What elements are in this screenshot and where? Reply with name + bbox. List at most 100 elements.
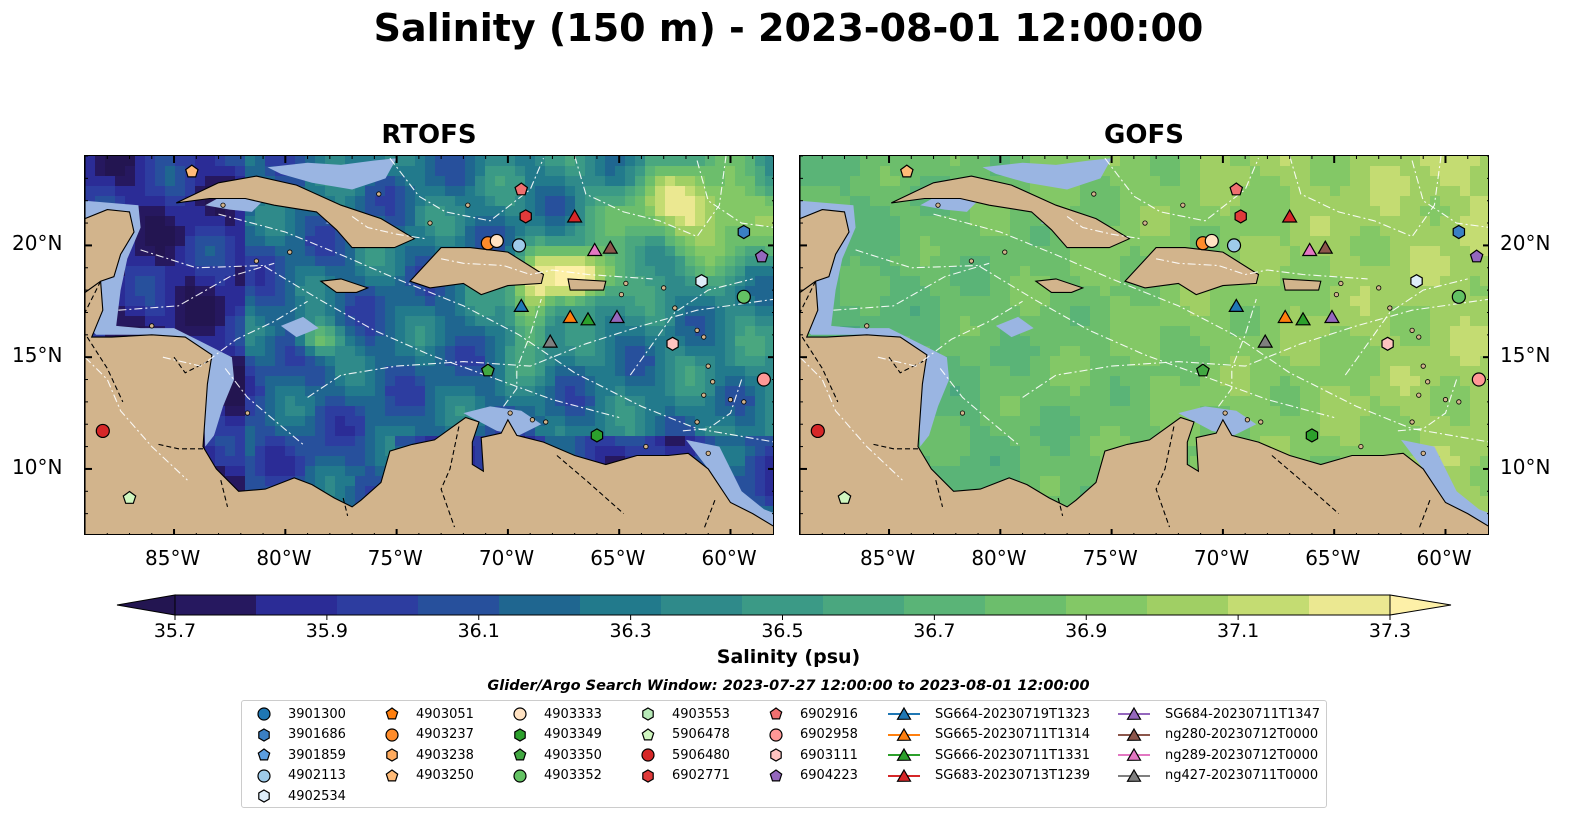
colorbar-segment: [1066, 595, 1148, 615]
hexagon-marker-icon: [770, 748, 782, 762]
hexagon-marker-icon: [386, 748, 398, 762]
legend-label: 4903352: [544, 768, 602, 784]
marker-5906480: [810, 423, 825, 439]
marker-5906480: [95, 423, 110, 439]
marker-4903349: [1305, 428, 1319, 443]
legend: 3901300 3901686 3901859 4902113 4902534 49030…: [241, 700, 1327, 808]
hexagon-marker-icon: [642, 769, 654, 783]
colorbar-segment: [742, 595, 824, 615]
land-yucatan-top: [800, 209, 850, 294]
legend-label: 6902771: [672, 768, 730, 784]
legend-label: SG666-20230711T1331: [935, 747, 1091, 763]
marker-ng289-20230712T0000: [586, 242, 603, 257]
legend-label: 3901686: [288, 727, 346, 743]
colorbar-segment: [418, 595, 500, 615]
triangle-marker-icon: [888, 706, 920, 720]
colorbar-segment: [823, 595, 905, 615]
legend-label: SG684-20230711T1347: [1165, 706, 1321, 722]
marker-4903250: [184, 164, 199, 178]
legend-item: 3901859: [254, 745, 346, 765]
marker-4903333: [1204, 233, 1219, 249]
lat-tick-label: 10°N: [1500, 454, 1551, 479]
colorbar-segment: [985, 595, 1067, 615]
rtofs-map-panel[interactable]: [84, 155, 774, 535]
hexagon-marker-icon: [258, 727, 270, 742]
colorbar-tick-label: 35.9: [305, 620, 349, 642]
marker-4902113: [1226, 238, 1242, 253]
pentagon-marker-icon: [385, 769, 399, 782]
land-jamaica: [1034, 278, 1085, 293]
pentagon-marker-icon: [641, 727, 655, 741]
marker-5906478: [122, 490, 137, 504]
marker-6902771: [519, 209, 532, 224]
circle-marker-icon: [513, 707, 527, 721]
legend-item: 5906478: [638, 725, 730, 745]
triangle-marker-icon: [1118, 706, 1150, 720]
triangle-marker-icon: [1118, 727, 1150, 741]
figure-title: Salinity (150 m) - 2023-08-01 12:00:00: [373, 6, 1204, 50]
legend-label: 4902534: [288, 788, 346, 804]
legend-label: 4903250: [416, 768, 474, 784]
pentagon-marker-icon: [385, 707, 399, 720]
lat-tick-label: 10°N: [12, 454, 63, 479]
legend-label: ng427-20230711T0000: [1165, 768, 1319, 784]
legend-item: 4903238: [382, 745, 474, 765]
land-cuba: [176, 175, 416, 249]
legend-label: 4902113: [288, 768, 346, 784]
marker-3901686: [737, 224, 751, 240]
legend-label: ng289-20230712T0000: [1165, 747, 1319, 763]
legend-item: 4903553: [638, 704, 730, 724]
colorbar-tick-label: 36.3: [609, 620, 652, 642]
legend-item: SG665-20230711T1314: [887, 725, 1090, 745]
legend-item: 4902113: [254, 766, 346, 786]
marker-ng280-20230712T0000: [1317, 239, 1334, 254]
colorbar-tick-label: 37.3: [1368, 620, 1412, 642]
marker-4902113: [511, 238, 527, 253]
hexagon-marker-icon: [642, 707, 654, 721]
land-puerto-rico: [567, 278, 607, 291]
colorbar-tick-label: 35.7: [153, 620, 197, 642]
legend-item: 6904223: [766, 766, 858, 786]
legend-item: SG666-20230711T1331: [887, 745, 1090, 765]
legend-item: 4903349: [510, 725, 602, 745]
marker-SG683-20230713T1239: [1281, 208, 1298, 223]
colorbar-tick-label: 36.5: [761, 620, 804, 642]
legend-title: Glider/Argo Search Window: 2023-07-27 12…: [487, 678, 1090, 694]
marker-SG664-20230719T1323: [513, 298, 530, 312]
land-cuba: [891, 175, 1131, 249]
marker-6902771: [1234, 209, 1247, 224]
circle-marker-icon: [641, 748, 655, 762]
colorbar-segment: [1228, 595, 1310, 615]
lon-tick-label: 60°W: [1416, 546, 1472, 570]
marker-SG683-20230713T1239: [566, 208, 583, 223]
colorbar-tick-label: 36.7: [913, 620, 956, 642]
colorbar-tick-label: 36.9: [1065, 620, 1108, 642]
legend-label: 4903350: [544, 747, 602, 763]
marker-4902534: [695, 274, 708, 289]
legend-label: 4903051: [416, 706, 474, 722]
legend-item: 4903352: [510, 766, 602, 786]
legend-label: 4903553: [672, 706, 730, 722]
legend-label: 4903237: [416, 727, 474, 743]
hexagon-marker-icon: [258, 789, 270, 804]
legend-item: SG683-20230713T1239: [887, 766, 1090, 786]
legend-label: 6902916: [800, 706, 858, 722]
colorbar-segment: [1309, 595, 1391, 615]
colorbar-segment: [337, 595, 419, 615]
legend-item: 4903237: [382, 725, 474, 745]
gofs-map-panel[interactable]: [799, 155, 1489, 535]
legend-item: ng427-20230711T0000: [1117, 766, 1318, 786]
legend-item: 6902958: [766, 725, 858, 745]
land-central: [800, 156, 1488, 534]
panel-title-rtofs: RTOFS: [381, 120, 477, 150]
colorbar-title: Salinity (psu): [716, 646, 861, 668]
continental-shelf: [800, 158, 1488, 526]
lat-tick-label: 15°N: [1500, 343, 1551, 368]
lon-tick-label: 60°W: [701, 546, 757, 570]
lon-tick-label: 70°W: [478, 546, 535, 570]
pentagon-marker-icon: [513, 748, 527, 761]
legend-label: 3901859: [288, 747, 346, 763]
legend-label: SG665-20230711T1314: [935, 727, 1091, 743]
legend-label: 3901300: [288, 706, 346, 722]
legend-item: 6902771: [638, 766, 730, 786]
